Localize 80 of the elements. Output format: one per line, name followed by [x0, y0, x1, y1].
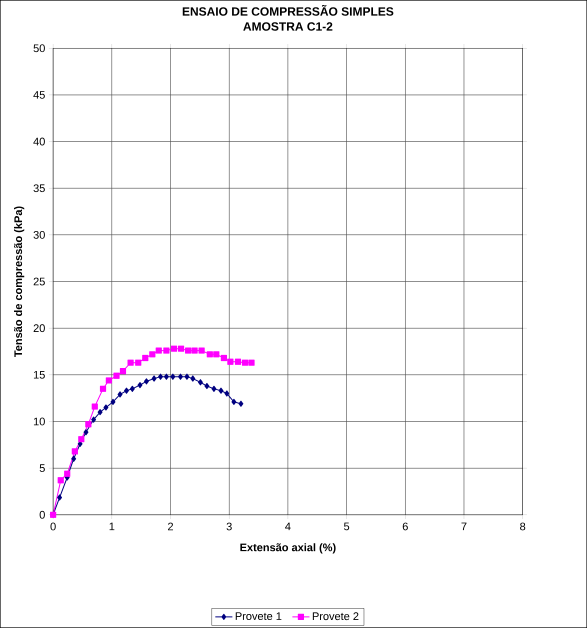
- point: [224, 390, 230, 397]
- point: [213, 351, 220, 358]
- y-tick-label: 35: [34, 184, 45, 192]
- legend-label: Provete 1: [236, 612, 282, 620]
- point: [231, 398, 236, 405]
- point: [220, 354, 228, 362]
- point: [138, 382, 142, 388]
- y-tick-label: 15: [34, 371, 45, 379]
- point: [110, 398, 116, 405]
- point: [238, 400, 244, 407]
- y-tick-label: 10: [34, 418, 45, 426]
- point: [184, 374, 190, 380]
- point: [57, 494, 62, 501]
- point: [120, 368, 126, 374]
- point: [198, 379, 203, 386]
- point: [185, 347, 192, 354]
- point: [127, 360, 134, 366]
- x-tick-label: 3: [226, 522, 232, 530]
- x-tick-label: 6: [402, 522, 408, 530]
- point: [227, 358, 234, 365]
- point: [58, 477, 64, 484]
- point: [248, 360, 255, 366]
- x-tick-label: 0: [50, 522, 56, 530]
- y-tick-label: 5: [40, 464, 45, 472]
- point: [103, 404, 108, 411]
- point: [234, 358, 242, 365]
- x-axis-title: Extensão axial (%): [240, 543, 336, 554]
- x-tick-label: 2: [168, 522, 173, 530]
- point: [64, 470, 70, 477]
- point: [218, 388, 224, 394]
- point: [84, 429, 88, 436]
- chart-title: ENSAIO DE COMPRESSÃO SIMPLES: [182, 4, 394, 16]
- point: [158, 374, 163, 380]
- point: [178, 374, 183, 380]
- x-tick-label: 1: [110, 522, 114, 530]
- point: [178, 346, 184, 352]
- point: [191, 347, 198, 354]
- y-tick-label: 0: [40, 510, 45, 519]
- point: [144, 378, 149, 384]
- point: [124, 388, 129, 394]
- x-tick-label: 4: [285, 522, 291, 530]
- point: [206, 351, 213, 358]
- point: [71, 456, 76, 462]
- point: [149, 351, 156, 358]
- y-tick-label: 45: [33, 91, 45, 99]
- point: [106, 377, 112, 384]
- point: [163, 347, 170, 354]
- y-tick-label: 20: [34, 324, 45, 332]
- point: [118, 391, 122, 398]
- point: [135, 360, 142, 366]
- y-tick-label: 25: [34, 278, 45, 286]
- point: [156, 347, 162, 354]
- point: [130, 386, 135, 392]
- point: [198, 347, 205, 354]
- point: [91, 416, 96, 423]
- point: [100, 386, 106, 392]
- y-tick-label: 50: [34, 44, 45, 52]
- point: [72, 448, 78, 454]
- chart-subtitle: AMOSTRA C1-2: [243, 22, 332, 31]
- y-tick-label: 30: [34, 230, 45, 239]
- point: [164, 374, 169, 380]
- point: [85, 421, 92, 428]
- x-tick-label: 7: [461, 522, 466, 530]
- point: [190, 375, 196, 382]
- point: [98, 409, 103, 416]
- point: [170, 346, 178, 352]
- point: [211, 386, 216, 392]
- legend-label: Provete 2: [312, 612, 358, 620]
- point: [242, 360, 248, 366]
- point: [204, 382, 210, 390]
- point: [78, 436, 84, 442]
- x-tick-label: 8: [520, 522, 526, 530]
- point: [152, 375, 157, 382]
- point: [113, 372, 120, 379]
- y-tick-label: 40: [33, 138, 45, 146]
- y-axis-title: Tensão de compressão (kPa): [14, 206, 24, 358]
- point: [92, 403, 98, 410]
- x-tick-label: 5: [344, 522, 350, 530]
- point: [170, 374, 176, 380]
- point: [142, 354, 148, 362]
